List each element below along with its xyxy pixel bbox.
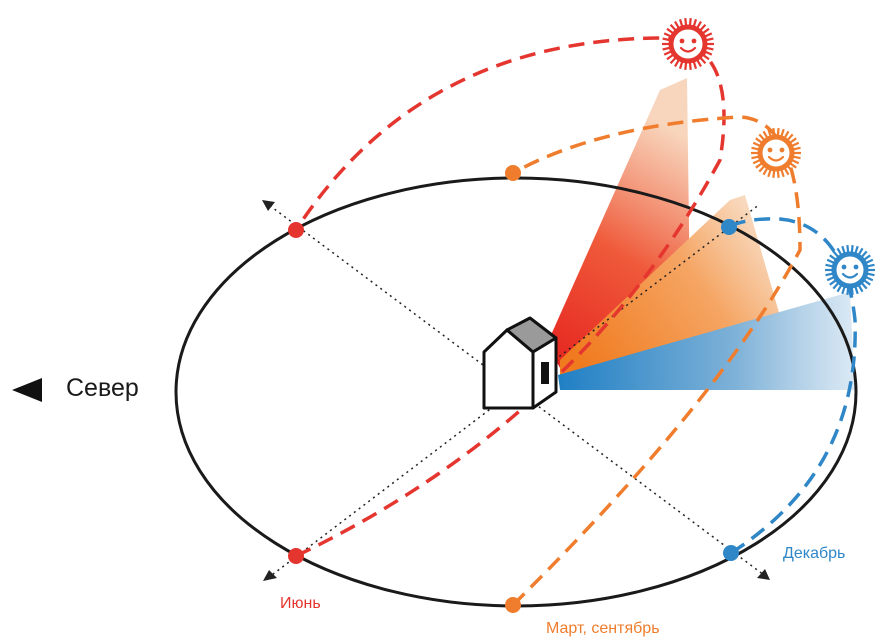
- equinox-label: Март, сентябрь: [546, 620, 660, 637]
- june-sun-path: [294, 36, 726, 558]
- axis-arrowhead-se: [757, 569, 770, 580]
- sun-smile: [767, 155, 785, 162]
- june-sunrise-dot: [288, 548, 304, 564]
- north-label: Север: [66, 374, 139, 402]
- sun-eye: [691, 38, 697, 44]
- north-arrow-icon: [12, 378, 42, 402]
- december-sunset-dot: [721, 219, 737, 235]
- december-sunrise-dot: [723, 545, 739, 561]
- sun-eye: [853, 264, 859, 270]
- sun-face: [831, 251, 869, 289]
- sun-smile: [841, 272, 859, 279]
- december-sun-ray: [558, 292, 855, 390]
- december-sun-path: [728, 217, 857, 555]
- sun-eye: [679, 38, 685, 44]
- axis-nw-se: [264, 201, 769, 579]
- sun-eye: [779, 147, 785, 153]
- june-sunset-dot: [288, 222, 304, 238]
- sun-face: [757, 134, 795, 172]
- equinox-sun-path: [511, 115, 802, 607]
- house-icon: [482, 316, 558, 410]
- sun-eye: [841, 264, 847, 270]
- axis-arrowhead-sw: [263, 570, 277, 581]
- sun-smile: [679, 46, 697, 53]
- june-sun-icon: [662, 17, 714, 71]
- equinox-sun-icon: [751, 127, 801, 179]
- equinox-sunrise-dot: [505, 597, 521, 613]
- axis-sw-ne: [267, 203, 761, 579]
- june-label: Июнь: [280, 595, 321, 612]
- equinox-sunset-dot: [505, 165, 521, 181]
- axis-arrowhead-nw: [262, 200, 275, 211]
- december-label: Декабрь: [783, 545, 846, 562]
- sun-face: [668, 24, 708, 64]
- sun-eye: [767, 147, 773, 153]
- december-sun-icon: [825, 244, 875, 296]
